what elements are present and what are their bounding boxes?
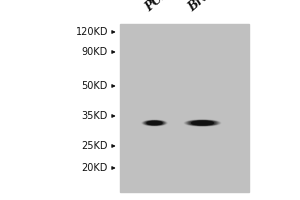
Ellipse shape (190, 121, 215, 125)
Ellipse shape (188, 120, 218, 126)
Ellipse shape (146, 121, 163, 125)
Text: Brain: Brain (186, 0, 222, 14)
Ellipse shape (145, 121, 164, 125)
Ellipse shape (192, 121, 213, 125)
Ellipse shape (152, 122, 157, 124)
Ellipse shape (199, 122, 206, 124)
Ellipse shape (195, 122, 210, 124)
Text: 35KD: 35KD (82, 111, 108, 121)
Ellipse shape (193, 121, 212, 125)
Ellipse shape (146, 121, 163, 125)
Ellipse shape (192, 121, 213, 125)
Ellipse shape (151, 122, 158, 124)
Ellipse shape (194, 121, 211, 125)
Ellipse shape (148, 122, 161, 124)
Ellipse shape (191, 121, 214, 125)
Ellipse shape (143, 121, 166, 125)
Text: 120KD: 120KD (76, 27, 108, 37)
Ellipse shape (148, 121, 161, 125)
Bar (120, 24, 249, 192)
Ellipse shape (196, 122, 209, 124)
Ellipse shape (188, 121, 217, 125)
Ellipse shape (198, 122, 207, 124)
Text: PC3: PC3 (143, 0, 172, 14)
Text: 20KD: 20KD (82, 163, 108, 173)
Ellipse shape (143, 120, 166, 126)
Text: 90KD: 90KD (82, 47, 108, 57)
Ellipse shape (194, 122, 211, 124)
Ellipse shape (149, 122, 160, 124)
Ellipse shape (145, 121, 164, 125)
Ellipse shape (147, 121, 162, 125)
Ellipse shape (149, 122, 160, 124)
Ellipse shape (151, 122, 158, 124)
Ellipse shape (147, 121, 162, 125)
Ellipse shape (144, 121, 165, 125)
Ellipse shape (187, 120, 218, 126)
Ellipse shape (189, 121, 216, 125)
Ellipse shape (200, 122, 206, 124)
Text: 50KD: 50KD (82, 81, 108, 91)
Ellipse shape (197, 122, 208, 124)
Ellipse shape (186, 120, 219, 126)
Text: 25KD: 25KD (82, 141, 108, 151)
Ellipse shape (150, 122, 159, 124)
